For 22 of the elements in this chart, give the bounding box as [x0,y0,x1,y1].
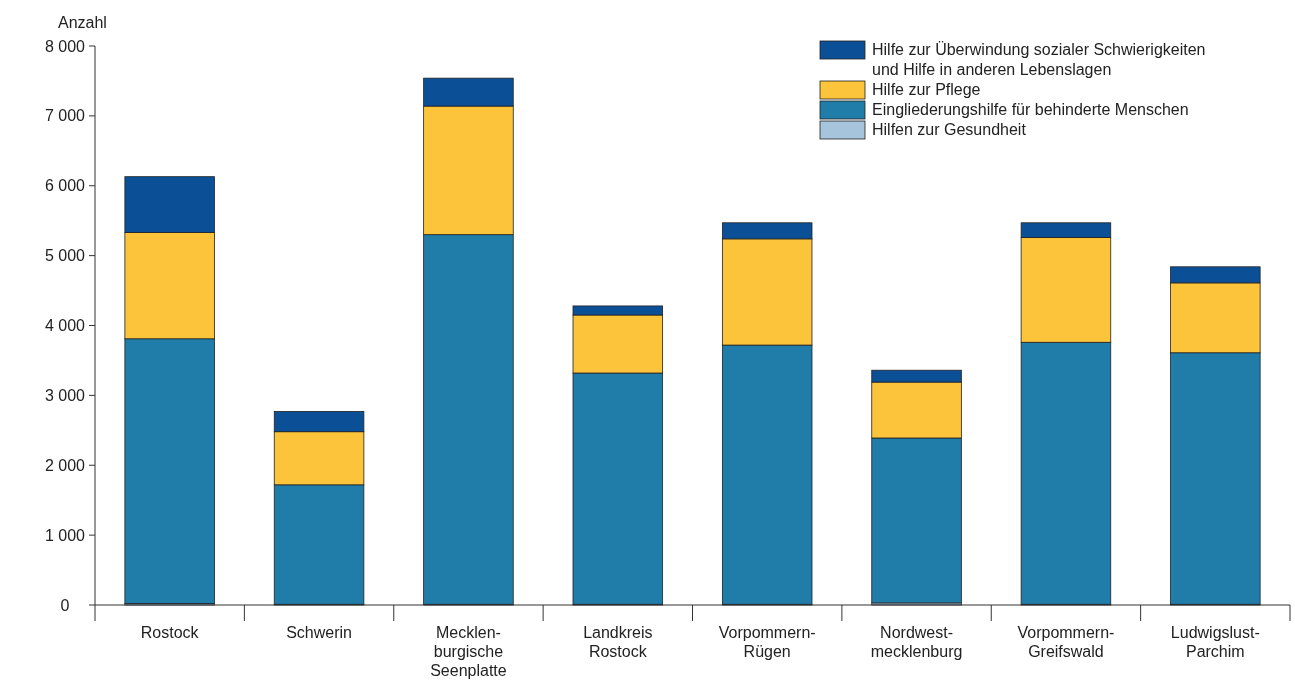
legend-label: Eingliederungshilfe für behinderte Menschen [872,101,1189,118]
x-tick-label: Landkreis Rostock [583,624,653,660]
y-tick-label: 4 000 [44,317,86,335]
legend-label: Hilfe zur Überwindung sozialer Schwierigkeiten und Hilfe in anderen Lebenslagen [872,41,1206,78]
legend-label: Hilfen zur Gesundheit [872,121,1027,138]
x-tick-label: Vorpommern- Greifswald [1017,624,1115,660]
y-tick-label: 6 000 [44,177,86,195]
x-tick-label: Schwerin [286,624,352,641]
y-tick-label: 8 000 [44,37,86,55]
x-tick-label: Ludwigslust- Parchim [1170,624,1260,660]
legend-label: Hilfe zur Pflege [872,81,981,98]
y-tick-label: 2 000 [44,456,86,474]
y-axis-title: Anzahl [58,14,107,31]
x-tick-label: Nordwest- mecklenburg [870,624,963,660]
y-tick-label: 1 000 [44,526,86,544]
y-tick-label: 0 [60,596,70,614]
x-tick-label: Vorpommern- Rügen [718,624,816,660]
y-tick-label: 7 000 [44,107,86,125]
x-tick-label: Mecklen- burgische Seenplatte [430,624,507,679]
y-tick-label: 3 000 [44,386,86,404]
x-tick-label: Rostock [140,624,200,641]
y-tick-label: 5 000 [44,247,86,265]
